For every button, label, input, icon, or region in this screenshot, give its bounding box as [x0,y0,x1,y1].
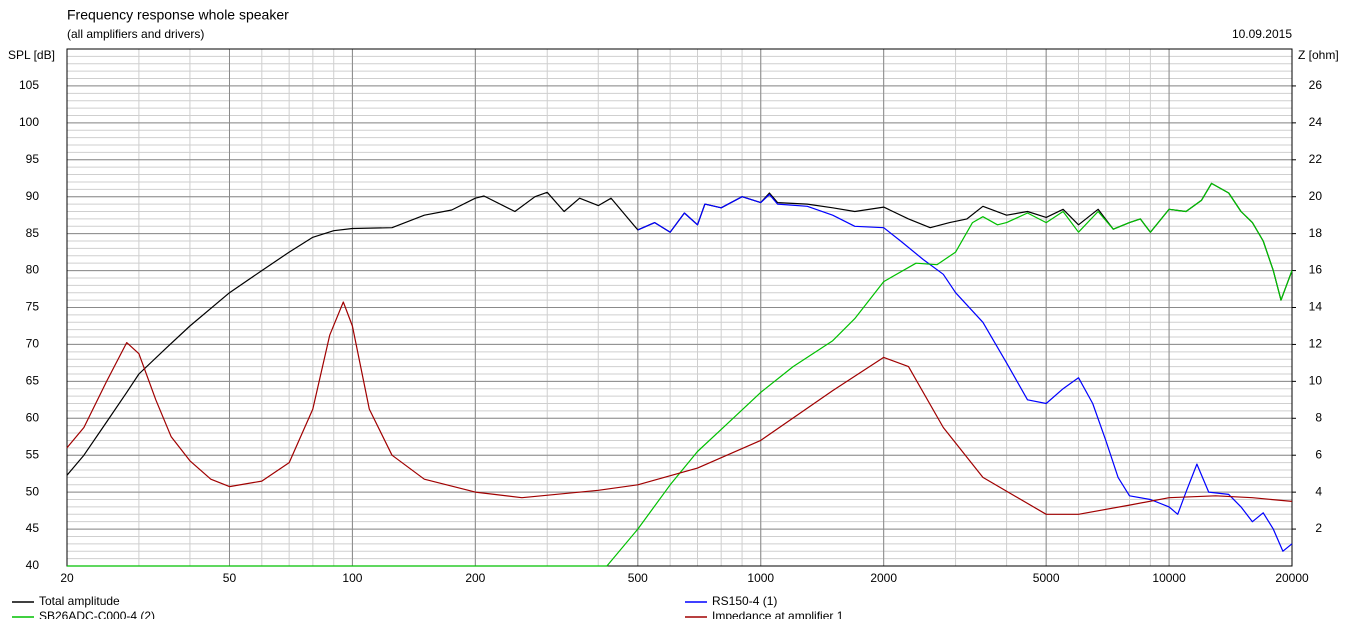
y2-axis-label: Z [ohm] [1298,48,1339,62]
y2-tick-label: 10 [1309,374,1323,388]
y-tick-label: 50 [26,484,40,498]
plot-border [66,48,1293,567]
y-tick-label: 70 [26,337,40,351]
y2-tick-label: 14 [1309,300,1323,314]
legend-label: RS150-4 (1) [712,594,777,608]
y2-tick-label: 20 [1309,189,1323,203]
y2-tick-label: 24 [1309,115,1323,129]
series-line [637,193,1293,552]
legend-label: Total amplitude [39,594,120,608]
y-tick-label: 95 [26,152,40,166]
x-tick-label: 2000 [870,571,897,585]
x-tick-label: 5000 [1033,571,1060,585]
y-tick-label: 100 [19,115,39,129]
x-tick-label: 50 [223,571,237,585]
y-tick-label: 80 [26,263,40,277]
x-tick-label: 100 [342,571,362,585]
y-axis-label: SPL [dB] [8,48,55,62]
x-tick-label: 20 [60,571,74,585]
y-tick-label: 105 [19,78,39,92]
x-tick-label: 500 [628,571,648,585]
y-tick-label: 45 [26,521,40,535]
series-line [66,301,1293,515]
y2-tick-label: 22 [1309,152,1323,166]
y-tick-label: 90 [26,189,40,203]
chart-subtitle: (all amplifiers and drivers) [67,27,204,41]
y2-tick-label: 2 [1315,521,1322,535]
y-tick-label: 85 [26,226,40,240]
x-tick-label: 1000 [747,571,774,585]
series-line [67,182,1293,567]
y2-tick-label: 6 [1315,447,1322,461]
chart-date: 10.09.2015 [1232,27,1292,41]
x-tick-label: 10000 [1152,571,1186,585]
y-tick-label: 65 [26,374,40,388]
y2-tick-label: 26 [1309,78,1323,92]
y-tick-label: 75 [26,300,40,314]
y-tick-label: 60 [26,410,40,424]
legend-label: Impedance at amplifier 1 [712,609,844,619]
legend-label: SB26ADC-C000-4 (2) [39,609,155,619]
y2-tick-label: 16 [1309,263,1323,277]
y-tick-label: 55 [26,447,40,461]
y2-tick-label: 12 [1309,337,1323,351]
chart-title: Frequency response whole speaker [67,7,289,23]
y2-tick-label: 18 [1309,226,1323,240]
y-tick-label: 40 [26,558,40,572]
x-tick-label: 20000 [1275,571,1309,585]
x-tick-label: 200 [465,571,485,585]
y2-tick-label: 4 [1315,484,1322,498]
y2-tick-label: 8 [1315,410,1322,424]
